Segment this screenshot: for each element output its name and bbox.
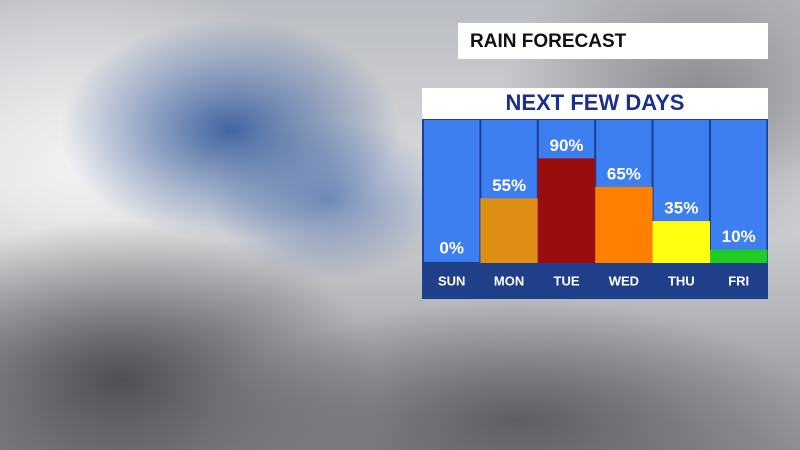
label-cell xyxy=(538,263,595,298)
x-tick-label: WED xyxy=(609,273,639,288)
chart-title: RAIN FORECAST xyxy=(470,31,627,52)
x-tick-label: THU xyxy=(668,273,695,288)
label-cell xyxy=(653,263,709,298)
column xyxy=(711,120,767,262)
label-cell xyxy=(424,263,480,298)
bar xyxy=(537,158,596,263)
subtitle-box xyxy=(422,88,768,119)
x-tick-label: SUN xyxy=(438,273,465,288)
value-label: 35% xyxy=(664,199,698,218)
bar xyxy=(480,198,538,264)
value-label: 90% xyxy=(549,136,583,155)
bar xyxy=(710,249,768,264)
bar xyxy=(652,221,710,264)
x-tick-label: MON xyxy=(494,273,524,288)
value-label: 10% xyxy=(722,227,756,246)
x-tick-label: FRI xyxy=(728,273,749,288)
value-label: 55% xyxy=(492,176,526,195)
label-cell xyxy=(481,263,537,298)
title-box xyxy=(458,23,768,59)
chart-subtitle: NEXT FEW DAYS xyxy=(506,90,685,115)
label-cell xyxy=(596,263,652,298)
x-tick-label: TUE xyxy=(554,273,580,288)
bar xyxy=(595,186,653,263)
value-label: 0% xyxy=(439,238,464,257)
column xyxy=(424,120,480,262)
value-label: 65% xyxy=(607,164,641,183)
label-cell xyxy=(711,263,767,298)
